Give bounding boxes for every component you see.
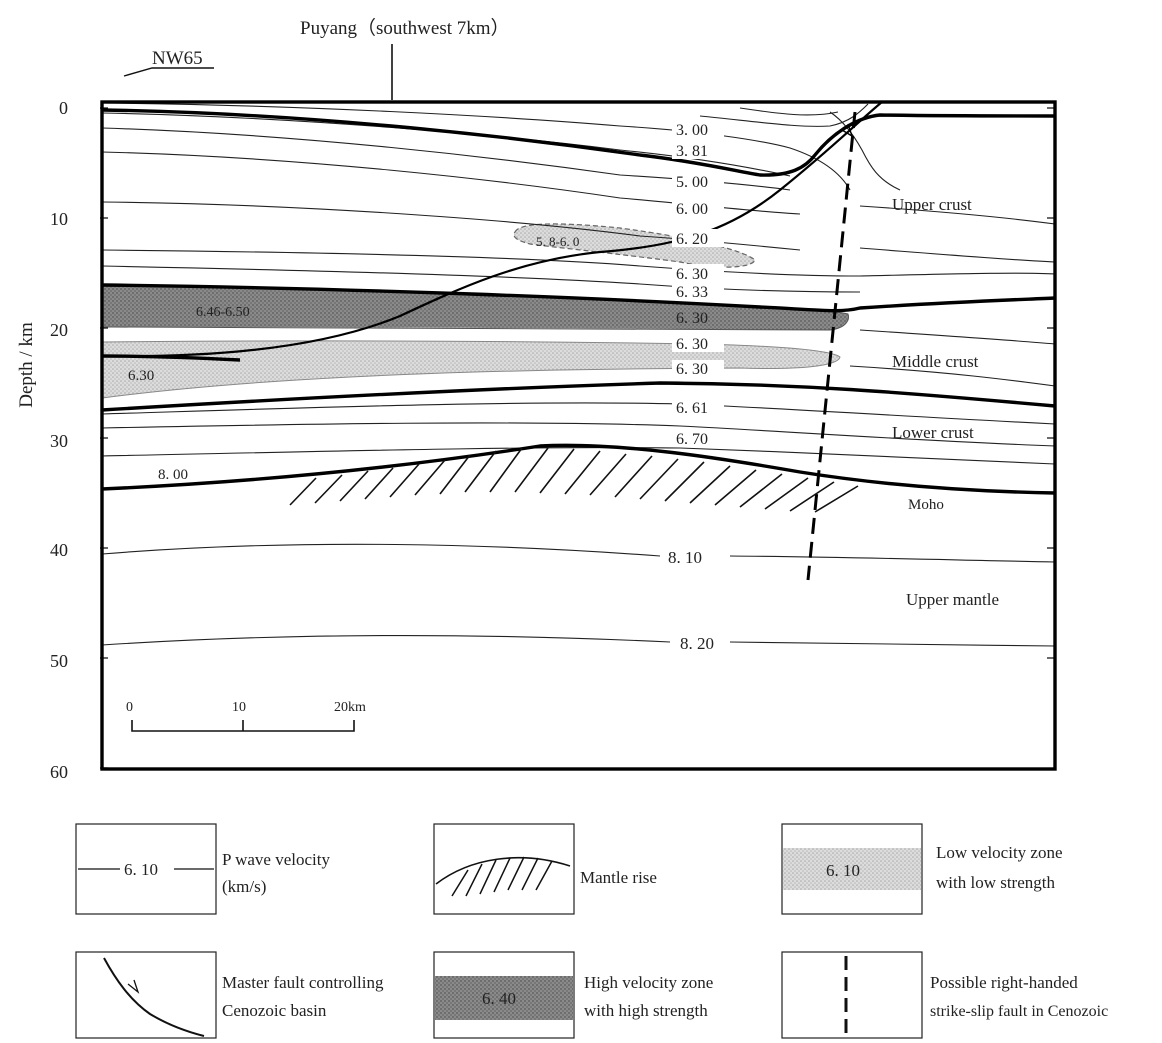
- velocity-label: 6. 30: [676, 310, 708, 327]
- lower-crust-label: Lower crust: [892, 423, 974, 442]
- small-lens-label: 5. 8-6. 0: [536, 234, 579, 249]
- y-axis-label: Depth / km: [16, 322, 37, 408]
- upper-middle-boundary: [101, 283, 1056, 313]
- legend-strike-slip: Possible right-handed strike-slip fault …: [781, 951, 1108, 1039]
- velocity-label: 6. 33: [676, 284, 708, 301]
- upper-mantle-label: Upper mantle: [906, 590, 999, 609]
- scale-tick-20: 20km: [334, 700, 366, 715]
- layer-names: Upper crust Middle crust Lower crust Moh…: [892, 195, 999, 609]
- y-tick-60: 60: [50, 762, 68, 782]
- moho-velocity-label: 8. 00: [158, 467, 188, 483]
- velocity-label: 8. 10: [668, 548, 702, 567]
- velocity-label: 6. 61: [676, 400, 708, 417]
- y-axis-ticks: 0 10 20 30 40 50 60: [50, 98, 1055, 782]
- velocity-label: 6. 20: [676, 231, 708, 248]
- strike-slip-fault: [806, 111, 857, 581]
- scale-bar: 0 10 20km: [126, 700, 366, 732]
- velocity-label: 6. 30: [676, 266, 708, 283]
- svg-text:6. 10: 6. 10: [826, 861, 860, 880]
- moho-boundary: [101, 443, 1056, 495]
- velocity-label: 5. 00: [676, 174, 708, 191]
- legend-mantle-rise-text: Mantle rise: [580, 868, 657, 887]
- velocity-label: 8. 20: [680, 634, 714, 653]
- legend-high-velocity: 6. 40 High velocity zone with high stren…: [433, 951, 713, 1039]
- legend-mantle-rise: Mantle rise: [433, 823, 657, 915]
- velocity-label: 3. 00: [676, 122, 708, 139]
- svg-text:6. 10: 6. 10: [124, 860, 158, 879]
- basin-floor: [101, 108, 1056, 177]
- legend-master-fault: Master fault controlling Cenozoic basin: [75, 951, 384, 1039]
- legend-low-velocity: 6. 10 Low velocity zone with low strengt…: [781, 823, 1063, 915]
- section-frame: [100, 100, 1057, 771]
- high-velocity-zone-label: 6.46-6.50: [196, 305, 250, 320]
- svg-text:with high strength: with high strength: [584, 1001, 708, 1020]
- y-tick-50: 50: [50, 651, 68, 671]
- velocity-labels: 3. 00 3. 81 5. 00 6. 00 6. 20 6. 30 6. 3…: [664, 120, 728, 653]
- y-tick-10: 10: [50, 209, 68, 229]
- svg-text:Master fault controlling: Master fault controlling: [222, 973, 384, 992]
- svg-text:with low strength: with low strength: [936, 873, 1055, 892]
- small-low-velocity-lens: [513, 223, 756, 268]
- direction-label: NW65: [152, 48, 203, 69]
- velocity-label: 6. 30: [676, 336, 708, 353]
- mantle-rise-hatch: [289, 447, 859, 513]
- svg-text:strike-slip fault in Cenozo: strike-slip fault in Cenozoic: [930, 1003, 1108, 1020]
- velocity-label: 6. 30: [676, 361, 708, 378]
- low-velocity-zone: [101, 340, 841, 399]
- legend-fault-arrow-icon: [127, 979, 140, 994]
- svg-text:High velocity zone: High velocity zone: [584, 973, 713, 992]
- svg-text:Cenozoic basin: Cenozoic basin: [222, 1001, 327, 1020]
- svg-text:Low velocity zone: Low velocity zone: [936, 843, 1063, 862]
- svg-text:P wave velocity: P wave velocity: [222, 850, 330, 869]
- y-tick-0: 0: [59, 98, 68, 118]
- velocity-label: 3. 81: [676, 143, 708, 160]
- low-velocity-zone-label: 6.30: [128, 368, 154, 384]
- middle-lower-boundary: [101, 381, 1056, 412]
- middle-crust-label: Middle crust: [892, 352, 979, 371]
- velocity-label: 6. 00: [676, 201, 708, 218]
- svg-text:(km/s): (km/s): [222, 877, 266, 896]
- velocity-label: 6. 70: [676, 431, 708, 448]
- master-fault: [101, 101, 883, 358]
- y-tick-40: 40: [50, 540, 68, 560]
- y-tick-30: 30: [50, 431, 68, 451]
- direction-arrow-icon: [123, 67, 214, 77]
- legend-p-wave: 6. 10 P wave velocity (km/s): [75, 823, 330, 915]
- location-label: Puyang（southwest 7km）: [300, 17, 510, 39]
- svg-text:6. 40: 6. 40: [482, 989, 516, 1008]
- moho-label: Moho: [908, 497, 944, 513]
- svg-text:Possible right-handed: Possible right-handed: [930, 973, 1078, 992]
- scale-tick-0: 0: [126, 700, 133, 715]
- legend: 6. 10 P wave velocity (km/s) Mantle rise…: [75, 823, 1108, 1039]
- upper-crust-label: Upper crust: [892, 195, 972, 214]
- scale-tick-10: 10: [232, 700, 246, 715]
- velocity-contours: [101, 102, 1056, 647]
- y-tick-20: 20: [50, 320, 68, 340]
